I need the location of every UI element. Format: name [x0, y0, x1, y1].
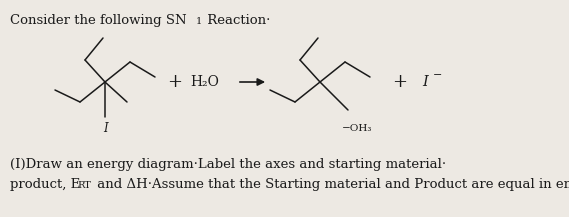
- Text: +: +: [393, 73, 407, 91]
- Text: +: +: [167, 73, 183, 91]
- Text: I: I: [102, 122, 108, 135]
- Text: Consider the following SN: Consider the following SN: [10, 14, 187, 27]
- Text: Reaction·: Reaction·: [203, 14, 270, 27]
- Text: −: −: [433, 70, 442, 80]
- Text: −OH₃: −OH₃: [342, 124, 372, 133]
- Text: and ΔH·Assume that the Starting material and Product are equal in energy: and ΔH·Assume that the Starting material…: [93, 178, 569, 191]
- Text: RT: RT: [77, 181, 91, 189]
- Text: H₂O: H₂O: [191, 75, 220, 89]
- Text: I: I: [422, 75, 428, 89]
- Text: 1: 1: [196, 16, 202, 26]
- Text: (I)Draw an energy diagram·Label the axes and starting material·: (I)Draw an energy diagram·Label the axes…: [10, 158, 446, 171]
- Text: product, E: product, E: [10, 178, 80, 191]
